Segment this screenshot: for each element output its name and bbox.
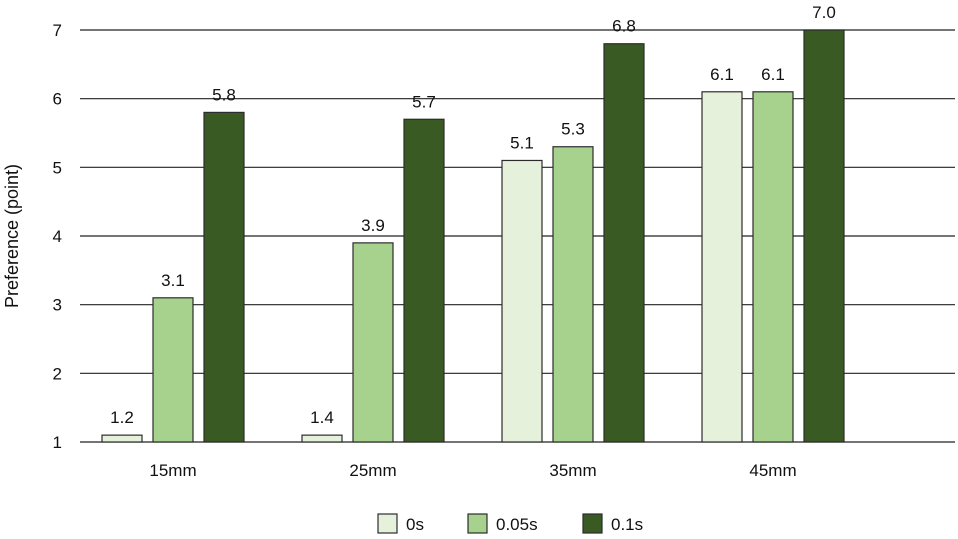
x-tick-label: 25mm [349,461,396,480]
legend-label: 0.05s [496,515,538,534]
legend: 0s 0.05s 0.1s [377,513,643,534]
x-axis-ticks: 15mm 25mm 35mm 45mm [149,461,796,480]
data-label: 6.1 [761,65,785,84]
y-tick-label: 3 [53,296,62,315]
y-tick-label: 2 [53,364,62,383]
bar-0.05s-35mm [552,146,594,443]
data-label: 3.9 [361,216,385,235]
bar-0s-15mm [101,434,143,443]
data-label: 1.2 [110,408,134,427]
legend-label: 0s [406,515,424,534]
bars [101,29,845,443]
data-label: 5.7 [412,92,436,111]
data-label: 5.1 [510,133,534,152]
bar-0.1s-35mm [603,43,645,443]
bar-0.1s-25mm [403,118,445,443]
data-label: 1.4 [310,408,334,427]
y-tick-label: 4 [53,227,62,246]
data-label: 7.0 [812,3,836,22]
bar-0s-25mm [301,434,343,443]
data-labels: 1.2 3.1 5.8 1.4 3.9 5.7 5.1 5.3 6.8 6.1 6.1 7.0 [110,3,836,427]
data-label: 6.1 [710,65,734,84]
legend-swatch-0.1s [582,513,603,534]
legend-label: 0.1s [611,515,643,534]
legend-swatch-0.05s [467,513,488,534]
data-label: 3.1 [161,271,185,290]
data-label: 5.8 [212,85,236,104]
bar-0.05s-25mm [352,242,394,443]
x-tick-label: 45mm [749,461,796,480]
data-label: 6.8 [612,17,636,36]
x-tick-label: 15mm [149,461,196,480]
y-axis-ticks: 1 2 3 4 5 6 7 [53,21,62,452]
bar-0s-35mm [501,159,543,443]
bar-0.1s-15mm [203,111,245,443]
y-axis-title: Preference (point) [2,164,22,308]
y-tick-label: 6 [53,90,62,109]
y-tick-label: 1 [53,433,62,452]
bar-0s-45mm [701,91,743,443]
bar-0.1s-45mm [803,29,845,443]
legend-swatch-0s [377,513,398,534]
y-tick-label: 7 [53,21,62,40]
y-tick-label: 5 [53,158,62,177]
bar-0.05s-15mm [152,297,194,443]
x-tick-label: 35mm [549,461,596,480]
data-label: 5.3 [561,120,585,139]
bar-0.05s-45mm [752,91,794,443]
